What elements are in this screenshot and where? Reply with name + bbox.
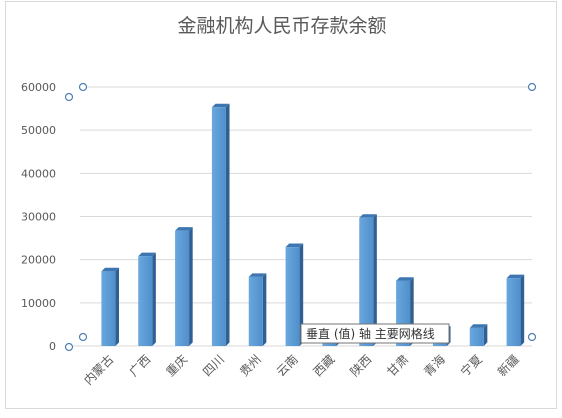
y-tick-label: 40000 xyxy=(21,167,56,180)
selection-handles[interactable] xyxy=(64,82,537,352)
chart-title[interactable]: 金融机构人民币存款余额 xyxy=(177,15,386,37)
y-tick-label: 0 xyxy=(49,340,56,353)
handle-top-left[interactable] xyxy=(64,92,74,102)
bar-front xyxy=(101,271,116,346)
bar[interactable] xyxy=(138,252,156,346)
y-tick-label: 50000 xyxy=(21,124,56,137)
bar-front xyxy=(175,230,190,346)
handle-bottom-left-inner[interactable] xyxy=(78,332,88,342)
bar-side xyxy=(299,243,304,346)
bar-top xyxy=(138,252,156,257)
chart-border xyxy=(5,1,557,409)
bar-front xyxy=(506,278,521,346)
bar-side xyxy=(189,227,193,346)
bar-top xyxy=(175,227,193,231)
bar[interactable] xyxy=(101,267,120,346)
bar-top xyxy=(469,324,488,328)
bar[interactable] xyxy=(211,103,230,347)
bar-top xyxy=(396,277,414,281)
handle-bottom-right[interactable] xyxy=(527,332,537,342)
bar[interactable] xyxy=(175,227,193,346)
bar-side xyxy=(373,214,377,346)
handle-top-right[interactable] xyxy=(527,82,537,92)
bar-side xyxy=(483,324,488,346)
y-tick-label: 60000 xyxy=(21,81,56,94)
tooltip: 垂直 (值) 轴 主要网格线 xyxy=(300,323,450,344)
bar-top xyxy=(506,274,525,279)
bar[interactable] xyxy=(359,214,377,346)
bar[interactable] xyxy=(285,243,304,346)
y-tick-label: 10000 xyxy=(21,297,56,310)
bar[interactable] xyxy=(469,324,488,346)
bar[interactable] xyxy=(506,274,525,346)
bar-side xyxy=(115,267,120,346)
bar-top xyxy=(285,243,304,248)
bar-side xyxy=(152,252,156,346)
bar-top xyxy=(101,267,120,272)
tooltip-box xyxy=(300,323,450,344)
bar-front xyxy=(469,327,484,346)
bar-front xyxy=(285,247,300,346)
bar-side xyxy=(225,103,230,347)
bar-side xyxy=(262,273,267,346)
bar-side xyxy=(520,274,525,346)
bar-front xyxy=(359,217,374,346)
y-axis[interactable]: 0 10000 20000 30000 40000 50000 60000 xyxy=(21,81,56,353)
y-tick-label: 20000 xyxy=(21,254,56,267)
tooltip-text: 垂直 (值) 轴 主要网格线 xyxy=(306,326,435,341)
bar-top xyxy=(211,103,230,108)
bar[interactable] xyxy=(248,273,267,346)
bar-front xyxy=(211,107,226,346)
bar-top xyxy=(248,273,267,277)
handle-top-left-inner[interactable] xyxy=(78,82,88,92)
bar-front xyxy=(248,276,263,346)
y-tick-label: 30000 xyxy=(21,211,56,224)
handle-bottom-left[interactable] xyxy=(64,342,74,352)
bar-front xyxy=(138,256,153,346)
bar-top xyxy=(359,214,377,218)
bar-series[interactable] xyxy=(101,103,525,347)
